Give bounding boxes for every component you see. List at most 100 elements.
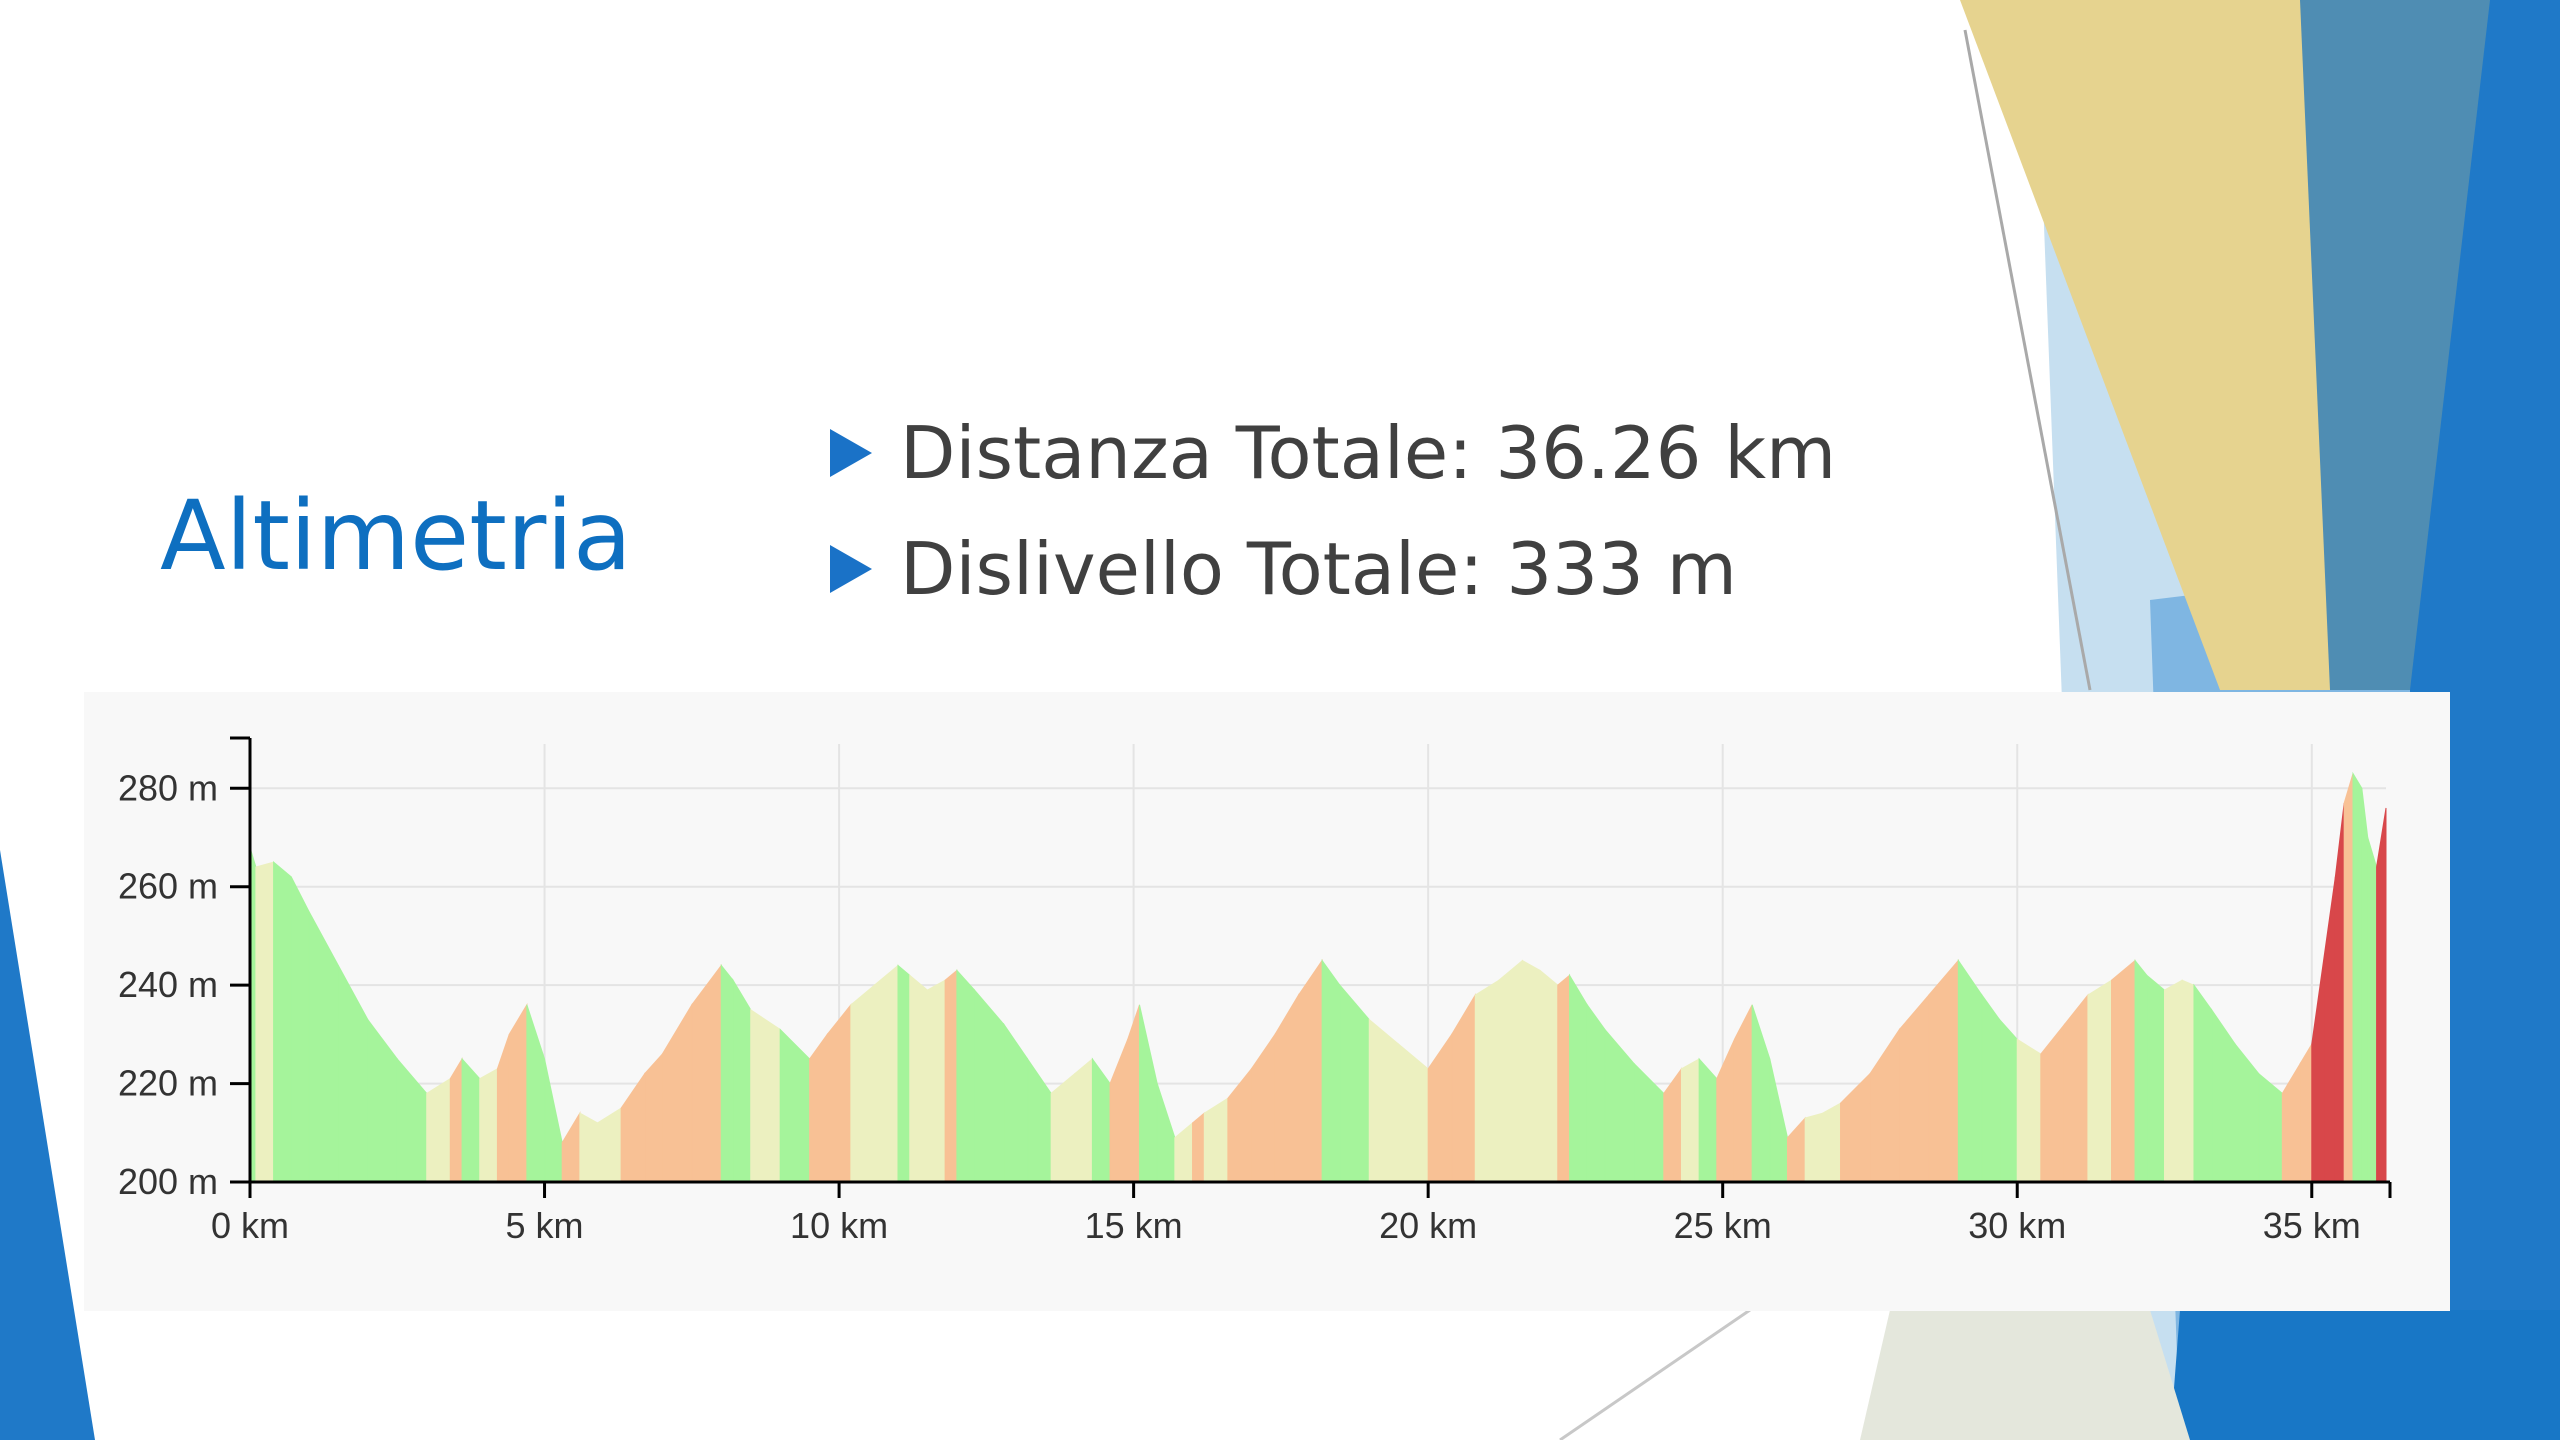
lower-blue-band	[2170, 1310, 2560, 1440]
elevation-area-segment	[1398, 1043, 1429, 1183]
elevation-area-segment	[1174, 1121, 1194, 1183]
elevation-area-segment	[579, 1112, 599, 1183]
elevation-area-segment	[2352, 771, 2363, 1183]
elevation-area-segment	[2299, 1042, 2313, 1183]
elevation-area-segment	[597, 1107, 622, 1183]
elevation-area-segment	[479, 1067, 498, 1183]
x-tick-label: 5 km	[506, 1205, 584, 1246]
elevation-area-segment	[2193, 983, 2213, 1183]
elevation-area-segment	[1091, 1057, 1111, 1183]
bullet-arrow-icon	[830, 545, 872, 593]
elevation-area-segment	[809, 1032, 828, 1183]
elevation-area-segment	[1298, 958, 1323, 1183]
elevation-area-segment	[337, 965, 369, 1183]
steel-blue-band	[2300, 0, 2500, 690]
elevation-area-segment	[2087, 979, 2112, 1183]
slide-title: Altimetria	[160, 480, 632, 592]
elevation-area-segment	[2343, 773, 2354, 1183]
elevation-area-segment	[1869, 1027, 1900, 1183]
bullet-total-distance: Distanza Totale: 36.26 km	[830, 395, 1836, 511]
elevation-area-segment	[926, 979, 946, 1183]
elevation-area-segment	[1557, 974, 1571, 1183]
elevation-area-segment	[1050, 1072, 1076, 1183]
x-tick-label: 25 km	[1674, 1205, 1772, 1246]
elevation-area-segment	[1192, 1112, 1205, 1183]
elevation-chart: 200 m 220 m 240 m 260 m 280 m 0 km 5 km 10 km 15…	[84, 692, 2450, 1311]
elevation-area-segment	[308, 911, 339, 1183]
y-tick-label: 200 m	[118, 1161, 218, 1202]
elevation-area-segment	[2211, 1008, 2236, 1183]
elevation-area-segment	[661, 1003, 693, 1183]
lower-pale-band	[1860, 1310, 2190, 1440]
elevation-area-segment	[956, 969, 976, 1183]
elevation-area-segment	[750, 1008, 781, 1183]
elevation-area-segment	[1663, 1067, 1682, 1183]
elevation-area-segment	[2164, 979, 2183, 1183]
elevation-area-segment	[1321, 958, 1341, 1183]
elevation-area-segment	[1027, 1057, 1052, 1183]
elevation-area-segment	[2367, 837, 2378, 1183]
elevation-area-segment	[1427, 1032, 1453, 1183]
decor-line	[1963, 29, 2092, 691]
elevation-chart-svg: 200 m 220 m 240 m 260 m 280 m 0 km 5 km 10 km 15…	[118, 736, 2392, 1246]
elevation-area-segment	[1716, 1039, 1735, 1183]
elevation-area-segment	[367, 1018, 398, 1183]
elevation-area-segment	[1474, 979, 1500, 1183]
elevation-area-segment	[732, 978, 752, 1183]
elevation-area-segment	[526, 1004, 546, 1183]
bullet-text: Distanza Totale: 36.26 km	[900, 411, 1837, 495]
elevation-area-segment	[1498, 959, 1523, 1183]
elevation-area-segment	[2334, 802, 2345, 1183]
elevation-area-segment	[426, 1077, 451, 1183]
bullet-text: Dislivello Totale: 333 m	[900, 527, 1737, 611]
elevation-area-segment	[396, 1057, 428, 1183]
elevation-area-segment	[2134, 959, 2148, 1183]
elevation-area-segment	[974, 988, 1005, 1183]
elevation-area-segment	[2110, 959, 2136, 1183]
elevation-area-segment	[1274, 993, 1300, 1183]
elevation-area-segment	[1769, 1058, 1788, 1183]
elevation-area-segment	[1521, 959, 1541, 1183]
elevation-area-segment	[2063, 993, 2089, 1183]
elevation-area-segment	[544, 1058, 563, 1183]
elevation-area-segment	[779, 1028, 811, 1183]
left-blue-band	[0, 850, 95, 1440]
elevation-area-segment	[273, 861, 292, 1183]
elevation-area-segment	[850, 984, 875, 1183]
elevation-area-segment	[1898, 993, 1930, 1183]
elevation-area-segment	[508, 1003, 528, 1183]
elevation-area-segment	[2361, 788, 2369, 1183]
elevation-area-segment	[1368, 1018, 1400, 1183]
elevation-area-segment	[2311, 960, 2325, 1183]
elevation-area-segment	[1928, 959, 1959, 1183]
elevation-area-segment	[2281, 1062, 2301, 1183]
y-tick-label: 220 m	[118, 1063, 218, 1104]
elevation-area-segment	[1139, 1004, 1158, 1183]
elevation-area-segment	[2376, 807, 2387, 1183]
y-tick-label: 280 m	[118, 767, 218, 808]
elevation-area-segment	[255, 861, 275, 1183]
elevation-area-segment	[2323, 876, 2336, 1183]
x-tick-label: 35 km	[2263, 1205, 2361, 1246]
elevation-area-segment	[2040, 1023, 2065, 1183]
elevation-area-segment	[1156, 1083, 1176, 1183]
elevation-area-segment	[1733, 1004, 1753, 1183]
y-tick-label: 260 m	[118, 866, 218, 907]
x-tick-label: 0 km	[211, 1205, 289, 1246]
gold-band	[1960, 0, 2410, 690]
elevation-area-segment	[2181, 979, 2195, 1183]
elevation-area-segment	[1127, 1004, 1141, 1183]
elevation-area-segment	[1250, 1032, 1276, 1183]
x-tick-label: 30 km	[1968, 1205, 2066, 1246]
elevation-area-segment	[1586, 1003, 1606, 1183]
elevation-area-segment	[1569, 973, 1588, 1183]
elevation-area-segment	[1698, 1057, 1718, 1183]
decor-line	[1559, 1308, 1751, 1440]
elevation-area-segment	[691, 963, 722, 1183]
elevation-area-segment	[1981, 993, 2001, 1183]
elevation-area-segment	[1804, 1112, 1824, 1183]
elevation-area-segment	[2016, 1038, 2042, 1183]
elevation-area-segment	[2258, 1072, 2283, 1183]
elevation-area-segment	[449, 1057, 463, 1183]
elevation-area-segment	[720, 964, 734, 1183]
